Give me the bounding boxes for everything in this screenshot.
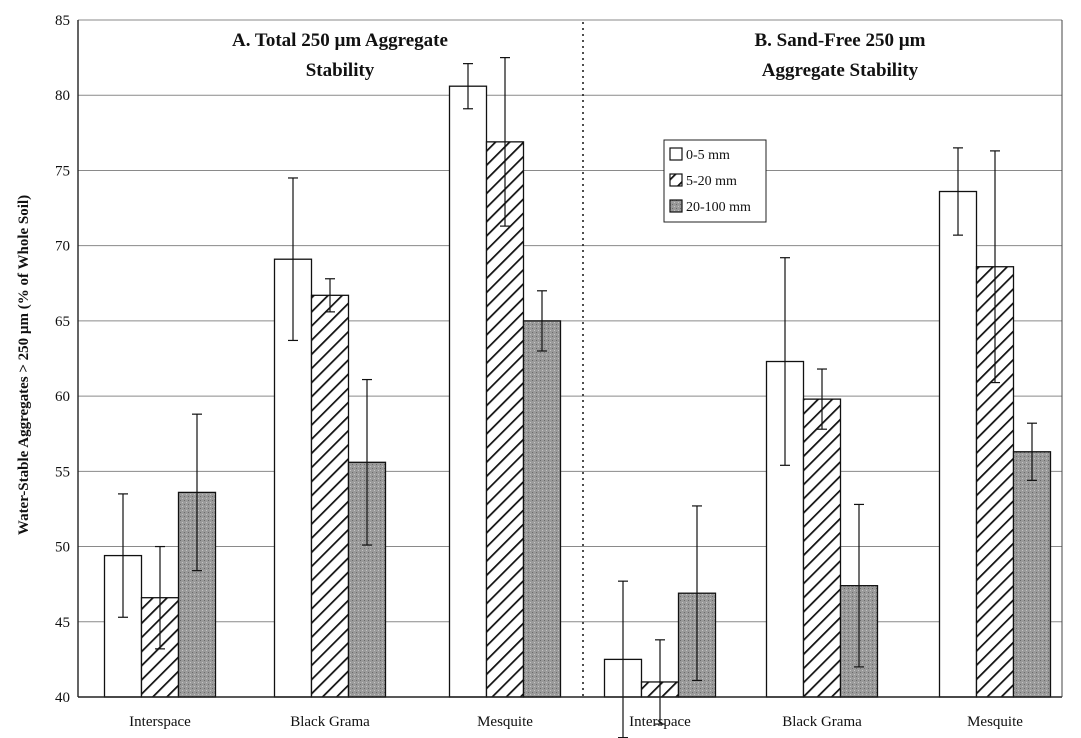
y-tick-label: 70	[55, 239, 70, 255]
category-label-black-grama: Black Grama	[782, 714, 862, 730]
category-label-interspace: Interspace	[129, 714, 191, 730]
legend: 0-5 mm 5-20 mm 20-100 mm	[663, 139, 767, 223]
y-tick-label: 60	[55, 389, 70, 405]
category-label-black-grama: Black Grama	[290, 714, 370, 730]
y-tick-label: 80	[55, 88, 70, 104]
legend-swatch-20-100mm	[669, 199, 683, 213]
category-labels: Interspace Black Grama Mesquite Interspace B…	[129, 714, 1023, 730]
bar-b-mesquite-0-5-mm	[938, 190, 978, 698]
panel-b-title-line-2: Aggregate Stability	[762, 60, 919, 81]
bar-a-mesquite-5-20-mm	[485, 141, 525, 698]
legend-label-20-100mm: 20-100 mm	[686, 200, 751, 215]
category-label-mesquite: Mesquite	[477, 714, 533, 730]
bar-a-black-grama-5-20-mm	[310, 294, 350, 698]
panel-a-title-line-1: A. Total 250 µm Aggregate	[232, 30, 448, 51]
y-tick-label: 65	[55, 314, 70, 330]
plot-frame	[77, 20, 1063, 698]
category-label-mesquite: Mesquite	[967, 714, 1023, 730]
panel-a-title-line-2: Stability	[306, 60, 375, 81]
bar-b-mesquite-20-100-mm	[1012, 451, 1052, 698]
bar-b-black-grama-5-20-mm	[802, 398, 842, 698]
bar-marks	[103, 85, 1052, 698]
category-label-interspace: Interspace	[629, 714, 691, 730]
legend-label-5-20mm: 5-20 mm	[686, 174, 737, 189]
legend-swatch-5-20mm	[669, 173, 683, 187]
bar-a-mesquite-20-100-mm	[522, 320, 562, 698]
y-tick-label: 50	[55, 540, 70, 556]
y-tick-label: 55	[55, 464, 70, 480]
panel-b-title-line-1: B. Sand-Free 250 µm	[754, 30, 925, 51]
y-axis-label: Water-Stable Aggregates > 250 µm (% of W…	[16, 195, 32, 535]
y-tick-label: 75	[55, 163, 70, 179]
y-tick-label: 85	[55, 13, 70, 29]
error-bars	[118, 57, 1037, 738]
y-tick-label: 40	[55, 690, 70, 706]
gridlines	[78, 19, 1062, 698]
legend-swatch-0-5mm	[669, 147, 683, 161]
legend-label-0-5mm: 0-5 mm	[686, 148, 730, 163]
y-tick-label: 45	[55, 615, 70, 631]
bar-a-mesquite-0-5-mm	[448, 85, 488, 698]
y-tick-labels: 40 45 50 55 60 65 70 75 80 85	[55, 13, 70, 706]
